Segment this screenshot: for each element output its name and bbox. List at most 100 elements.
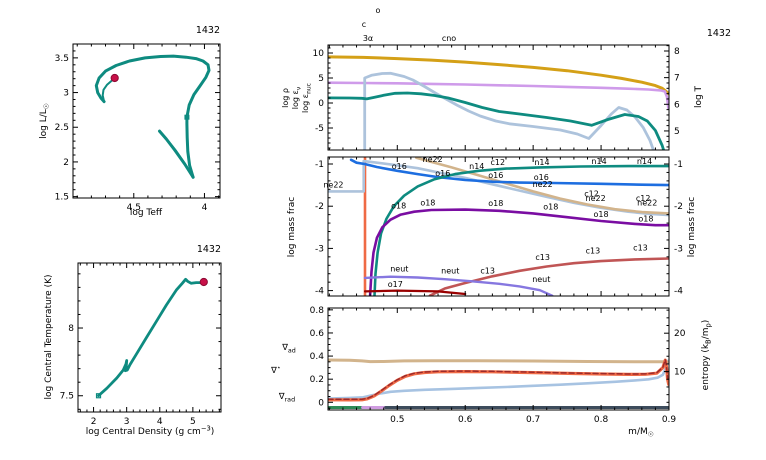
isotope-label-n14: n14 <box>637 157 652 166</box>
panel-central-trho: 2 3 4 5 7.5 8 1432 log Central Temperature (K) l… <box>44 244 222 438</box>
axis-text: entropy (kB/mp) <box>701 320 713 391</box>
tick-label: 1.5 <box>55 193 69 203</box>
tick-label: -1 <box>315 160 324 170</box>
isotope-label-c12: c12 <box>584 189 599 198</box>
tick-label: 2.5 <box>55 123 69 133</box>
axis-text: 3α <box>363 34 373 43</box>
isotope-label-n14: n14 <box>534 158 549 167</box>
tick-label: 4 <box>202 203 208 213</box>
isotope-label-c12: c12 <box>491 158 506 167</box>
series-c12 <box>414 157 669 215</box>
series-logT <box>328 55 669 96</box>
isotope-label-ne22: ne22 <box>423 155 443 164</box>
isotope-label-neut: neut <box>532 275 550 284</box>
axis-text: ∇ad <box>281 343 296 355</box>
tick-label: 20 <box>674 329 686 339</box>
tick-label: 2 <box>63 158 69 168</box>
axis-text: ∇⋆ <box>270 364 281 377</box>
tick-label: 5 <box>318 74 324 84</box>
isotope-label-n14: n14 <box>591 157 606 166</box>
tick-label: 7 <box>674 74 680 84</box>
series-o17 <box>363 289 467 296</box>
tick-label: 4.5 <box>127 203 141 213</box>
isotope-label-ne22: ne22 <box>637 198 657 207</box>
isotope-label-o18: o18 <box>391 202 406 211</box>
series-c13 <box>428 257 669 296</box>
isotope-label-c12: c12 <box>636 194 651 203</box>
axis-text: log mass frac <box>687 197 697 257</box>
isotope-label-c13: c13 <box>633 244 648 253</box>
isotope-label-o16: o16 <box>435 169 450 178</box>
series-logEpsNuc <box>363 71 655 150</box>
tick-label: 0.6 <box>310 329 325 339</box>
isotope-label-c13: c13 <box>586 246 601 255</box>
tick-label: -5 <box>315 124 324 134</box>
tick-label: 3 <box>124 417 130 427</box>
series-blue-loop <box>94 54 211 119</box>
tick-label: 3 <box>63 89 69 99</box>
profile-abund-series <box>328 157 669 296</box>
isotope-label-c13: c13 <box>480 267 495 276</box>
profile-top-axes <box>327 44 670 151</box>
profile-abund-tick-labels: -1 -1 -2 -2 -3 -3 -4 -4 <box>315 160 683 297</box>
axis-text: o <box>376 6 381 15</box>
tick-label: 0.9 <box>662 415 677 425</box>
tick-label: 7.5 <box>60 392 74 402</box>
series-ms-vertical <box>185 115 195 179</box>
series-n14 <box>373 164 669 296</box>
isotope-label-o16: o16 <box>488 171 503 180</box>
tick-label: 8 <box>68 324 74 334</box>
axis-text: log mass frac <box>287 197 297 257</box>
series-central-track <box>97 277 205 398</box>
isotope-label-ne22: ne22 <box>586 194 606 203</box>
tick-label: 3.5 <box>55 54 69 64</box>
tick-label: 0 <box>318 99 324 109</box>
axis-text: log Teff <box>130 208 163 218</box>
central-trho-series <box>97 277 205 398</box>
isotope-label-o18: o18 <box>594 210 609 219</box>
panel-profile-grad: 0.5 0.6 0.7 0.8 0.9 0 0.2 0.4 0.6 0.8 10 20 ∇ad∇⋆ ∇ra… <box>270 306 712 439</box>
isotope-label-neut: neut <box>390 265 408 274</box>
series-grad-ad <box>328 358 669 364</box>
series-logEpsNu <box>328 91 666 150</box>
profile-grad-series <box>328 358 669 409</box>
marker-point <box>184 114 190 120</box>
isotope-label-o17: o17 <box>388 280 403 289</box>
tick-label: -2 <box>315 202 324 212</box>
axis-text: log ρ <box>281 88 290 108</box>
central-trho-tick-labels: 2 3 4 5 7.5 8 <box>60 324 196 427</box>
axis-text: 1432 <box>707 28 731 39</box>
tick-label: -4 <box>674 287 683 297</box>
tick-label: 0.6 <box>458 415 473 425</box>
tick-label: 8 <box>674 47 680 57</box>
isotope-label-neut: neut <box>441 267 459 276</box>
tick-label: 0.5 <box>390 415 404 425</box>
hr-axes <box>72 43 221 199</box>
axis-text: cno <box>442 34 456 43</box>
isotope-label-ne22: ne22 <box>533 180 553 189</box>
isotope-label-c13: c13 <box>535 253 550 262</box>
axis-text: log T <box>694 85 704 108</box>
series-o18 <box>368 208 669 296</box>
tick-label: 0.4 <box>310 352 325 362</box>
tick-label: -3 <box>315 244 324 254</box>
series-preMS-return <box>158 130 188 168</box>
axis-text: c <box>362 20 366 29</box>
axis-text: log Central Density (g cm−3) <box>86 425 215 438</box>
axis-text: m/M☉ <box>628 427 654 439</box>
isotope-label-ne22: ne22 <box>323 181 343 190</box>
hr-tick-labels: 4.5 4 1.5 2 2.5 3 3.5 <box>55 54 208 213</box>
tick-label: -4 <box>315 287 324 297</box>
isotope-label-o16: o16 <box>534 173 549 182</box>
series-logRho <box>328 81 669 110</box>
profile-top-tick-labels: 10 5 0 -5 8 7 6 5 <box>313 47 680 137</box>
tick-label: 0.7 <box>526 415 540 425</box>
tick-label: 10 <box>313 49 325 59</box>
profile-top-series <box>328 55 669 150</box>
axis-text: log εν <box>291 86 303 109</box>
tick-label: 0.8 <box>594 415 609 425</box>
tick-label: -3 <box>674 244 683 254</box>
tick-label: 4 <box>157 417 163 427</box>
